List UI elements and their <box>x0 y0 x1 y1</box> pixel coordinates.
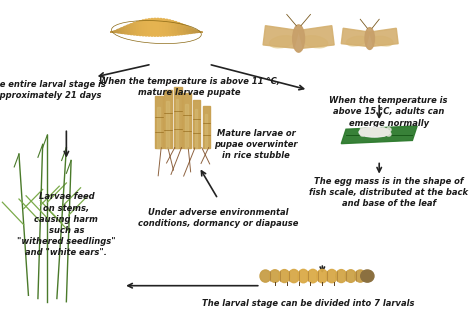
Ellipse shape <box>307 269 319 283</box>
Ellipse shape <box>360 132 365 136</box>
Ellipse shape <box>381 132 386 136</box>
Polygon shape <box>263 26 299 48</box>
Ellipse shape <box>116 29 123 33</box>
Ellipse shape <box>288 269 300 283</box>
Bar <box>203 106 210 148</box>
Text: The larval stage can be divided into 7 larvals: The larval stage can be divided into 7 l… <box>202 299 414 308</box>
Ellipse shape <box>376 132 381 136</box>
Ellipse shape <box>146 19 153 36</box>
Polygon shape <box>341 28 370 46</box>
Ellipse shape <box>279 270 290 282</box>
Text: The entire larval stage is
approximately 21 days: The entire larval stage is approximately… <box>0 80 106 100</box>
Text: Under adverse environmental
conditions, dormancy or diapause: Under adverse environmental conditions, … <box>138 208 298 228</box>
Ellipse shape <box>143 19 150 36</box>
Text: Larvae feed
on stems,
causing harm
such as
"withered seedlings"
and "white ears": Larvae feed on stems, causing harm such … <box>17 193 116 257</box>
Ellipse shape <box>137 21 144 36</box>
Text: When the temperature is above 11 °C,
mature larvae pupate: When the temperature is above 11 °C, mat… <box>99 77 280 97</box>
Ellipse shape <box>119 28 126 33</box>
Ellipse shape <box>187 28 194 33</box>
Bar <box>205 114 207 148</box>
Bar <box>185 104 188 148</box>
Text: The egg mass is in the shape of
fish scale, distributed at the back
and base of : The egg mass is in the shape of fish sca… <box>309 177 468 208</box>
Ellipse shape <box>381 128 386 132</box>
Polygon shape <box>370 28 398 46</box>
Ellipse shape <box>190 29 197 33</box>
Ellipse shape <box>131 22 138 35</box>
Ellipse shape <box>184 26 191 34</box>
Ellipse shape <box>163 19 170 36</box>
Ellipse shape <box>376 128 381 132</box>
Polygon shape <box>341 126 417 144</box>
Ellipse shape <box>125 25 132 34</box>
Bar <box>173 87 182 148</box>
Ellipse shape <box>260 270 271 282</box>
Ellipse shape <box>298 269 309 283</box>
Ellipse shape <box>113 30 120 32</box>
Ellipse shape <box>148 19 155 36</box>
Ellipse shape <box>326 269 337 283</box>
Ellipse shape <box>157 19 164 36</box>
Ellipse shape <box>373 36 393 46</box>
Ellipse shape <box>166 20 173 36</box>
Bar <box>166 101 169 148</box>
Ellipse shape <box>365 128 370 132</box>
Bar <box>183 93 191 148</box>
Ellipse shape <box>169 21 176 36</box>
Ellipse shape <box>128 24 135 35</box>
Ellipse shape <box>192 30 200 32</box>
Bar <box>193 100 200 148</box>
Ellipse shape <box>269 36 295 48</box>
Ellipse shape <box>371 128 375 132</box>
Ellipse shape <box>178 24 185 35</box>
Ellipse shape <box>371 132 375 136</box>
Text: When the temperature is
above 15 °C, adults can
emerge normally: When the temperature is above 15 °C, adu… <box>329 96 448 127</box>
Ellipse shape <box>122 26 129 34</box>
Bar <box>156 107 159 148</box>
Bar <box>176 99 178 148</box>
Bar <box>155 96 163 148</box>
Ellipse shape <box>181 25 188 34</box>
Ellipse shape <box>317 269 328 283</box>
Ellipse shape <box>359 127 390 137</box>
Ellipse shape <box>386 132 391 136</box>
Ellipse shape <box>302 36 328 48</box>
Ellipse shape <box>172 22 179 35</box>
Ellipse shape <box>386 128 391 132</box>
Text: Mature larvae or
pupae overwinter
in rice stubble: Mature larvae or pupae overwinter in ric… <box>214 129 298 160</box>
Bar <box>164 90 172 148</box>
Ellipse shape <box>336 270 347 282</box>
Ellipse shape <box>269 270 281 282</box>
Ellipse shape <box>361 270 374 282</box>
Ellipse shape <box>175 22 182 35</box>
Polygon shape <box>299 26 334 48</box>
Ellipse shape <box>365 132 370 136</box>
Ellipse shape <box>292 25 304 52</box>
Ellipse shape <box>151 18 158 36</box>
Bar <box>195 109 197 148</box>
Ellipse shape <box>346 36 366 46</box>
Ellipse shape <box>360 128 365 132</box>
Ellipse shape <box>140 20 147 36</box>
Ellipse shape <box>160 19 167 36</box>
Ellipse shape <box>345 270 356 282</box>
Ellipse shape <box>365 28 374 49</box>
Ellipse shape <box>355 270 366 282</box>
Ellipse shape <box>134 22 141 35</box>
Ellipse shape <box>155 18 162 36</box>
